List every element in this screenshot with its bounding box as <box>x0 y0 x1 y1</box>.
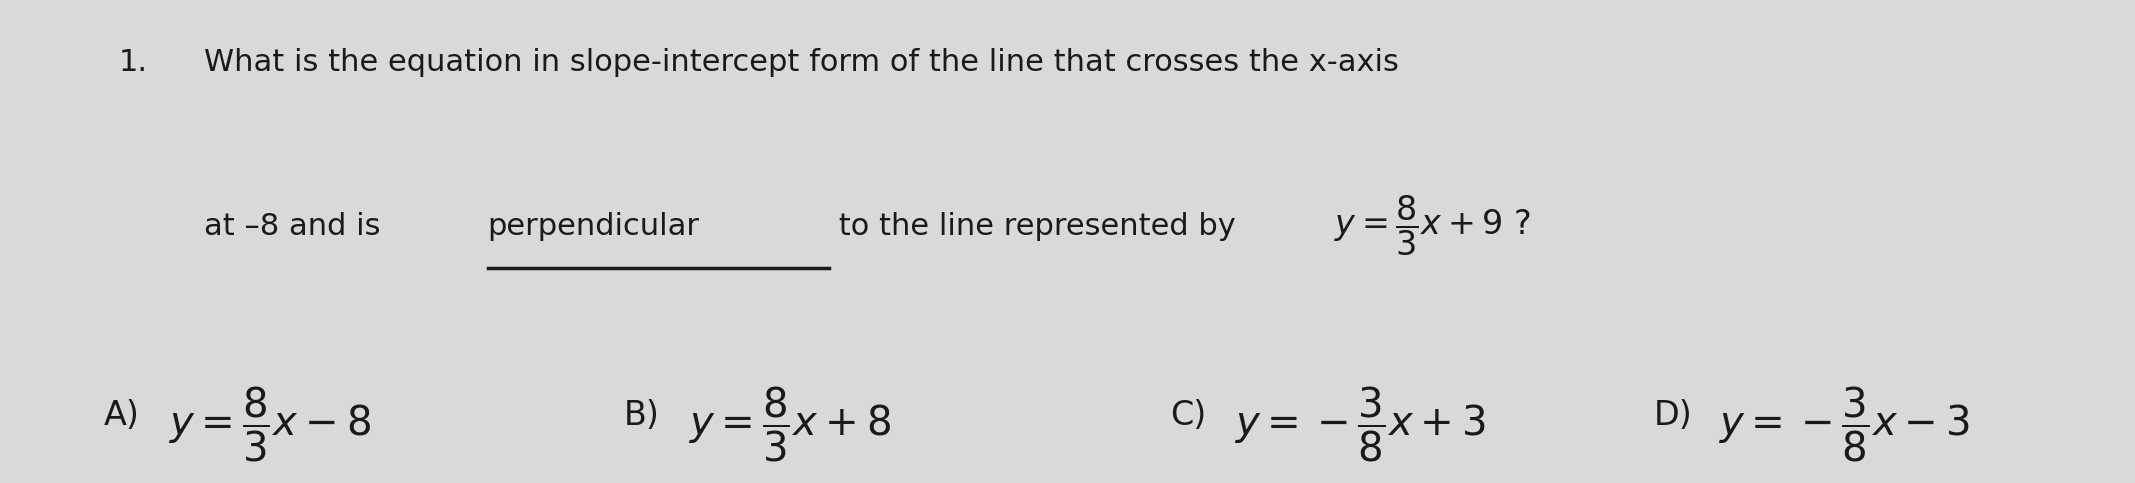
Text: $y=-\dfrac{3}{8}x-3$: $y=-\dfrac{3}{8}x-3$ <box>1719 385 1971 464</box>
Text: What is the equation in slope-intercept form of the line that crosses the x-axis: What is the equation in slope-intercept … <box>205 48 1398 77</box>
Text: B): B) <box>623 399 660 432</box>
Text: C): C) <box>1170 399 1206 432</box>
Text: 1.: 1. <box>120 48 147 77</box>
Text: $y=\dfrac{8}{3}x-8$: $y=\dfrac{8}{3}x-8$ <box>169 385 371 464</box>
Text: perpendicular: perpendicular <box>487 212 700 241</box>
Text: $y=-\dfrac{3}{8}x+3$: $y=-\dfrac{3}{8}x+3$ <box>1234 385 1486 464</box>
Text: D): D) <box>1655 399 1693 432</box>
Text: to the line represented by: to the line represented by <box>828 212 1236 241</box>
Text: A): A) <box>105 399 139 432</box>
Text: $y=\dfrac{8}{3}x+8$: $y=\dfrac{8}{3}x+8$ <box>687 385 890 464</box>
Text: $y=\dfrac{8}{3}x+9\ ?$: $y=\dfrac{8}{3}x+9\ ?$ <box>1334 193 1531 257</box>
Text: at –8 and is: at –8 and is <box>205 212 391 241</box>
